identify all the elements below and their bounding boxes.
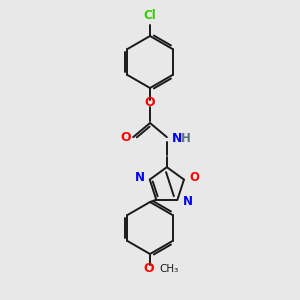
Text: N: N	[182, 195, 192, 208]
Text: N: N	[135, 171, 145, 184]
Text: O: O	[145, 97, 155, 110]
Text: O: O	[121, 130, 131, 144]
Text: O: O	[144, 262, 154, 275]
Text: CH₃: CH₃	[159, 264, 178, 274]
Text: N: N	[172, 132, 182, 145]
Text: O: O	[189, 171, 199, 184]
Text: Cl: Cl	[144, 9, 156, 22]
Text: H: H	[181, 132, 191, 145]
